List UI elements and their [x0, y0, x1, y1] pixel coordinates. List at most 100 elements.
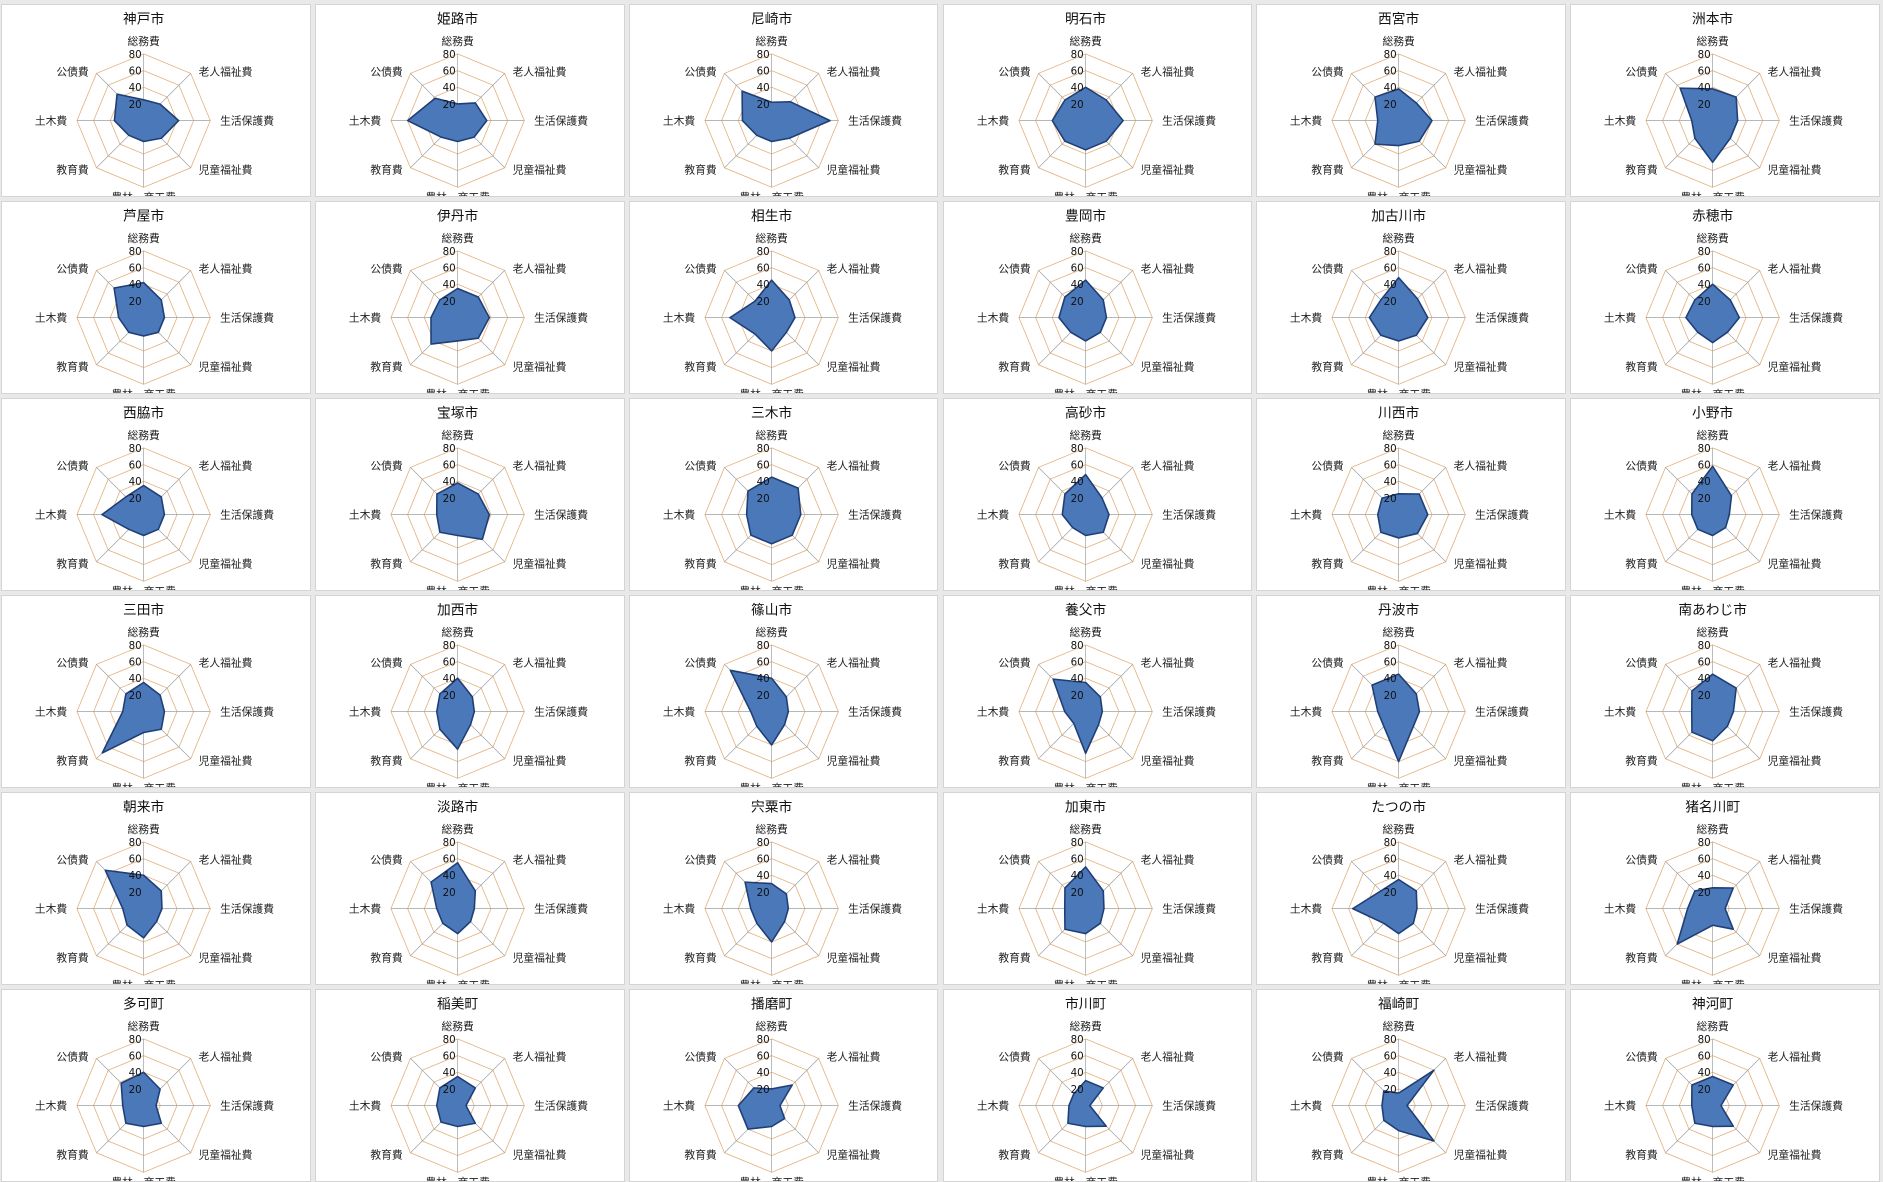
axis-label: 公債費 — [998, 65, 1031, 78]
axis-label: 総務費 — [755, 1020, 788, 1033]
radar-panel: 20 40 60 80総務費老人福祉費生活保護費児童福祉費農林・商工費 教育費 土木費 公債… — [1570, 398, 1880, 591]
axis-label: 土木費 — [1604, 1100, 1637, 1113]
tick-label: 80 — [756, 1034, 769, 1046]
radar-panel: 20 40 60 80総務費老人福祉費生活保護費児童福祉費農林・商工費 教育費 土木費 公債… — [1256, 4, 1567, 197]
axis-label: 児童福祉費 — [826, 755, 880, 768]
radar-svg: 20 40 60 80総務費老人福祉費生活保護費児童福祉費農林・商工費 教育費 土木費 公債… — [662, 997, 901, 1181]
tick-label: 80 — [756, 49, 769, 61]
chart-title: 川西市 — [1378, 405, 1419, 422]
axis-label: 老人福祉費 — [1454, 656, 1508, 669]
tick-label: 80 — [442, 837, 455, 849]
axis-label: 総務費 — [1069, 35, 1102, 48]
data-polygon — [1051, 86, 1124, 151]
axis-label: 教育費 — [1625, 952, 1658, 965]
tick-label: 80 — [1698, 837, 1711, 849]
axis-label: 教育費 — [1312, 952, 1345, 965]
axis-label: 生活保護費 — [1789, 1100, 1843, 1113]
axis-label: 農林・商工費 — [1367, 782, 1432, 787]
tick-label: 60 — [756, 460, 769, 472]
radar-panel: 20 40 60 80総務費老人福祉費生活保護費児童福祉費農林・商工費 教育費 土木費 公債… — [942, 989, 1253, 1182]
radar-svg: 20 40 60 80総務費老人福祉費生活保護費児童福祉費農林・商工費 教育費 土木費 公債… — [1290, 997, 1529, 1181]
axis-label: 総務費 — [441, 823, 474, 836]
axis-label: 農林・商工費 — [739, 979, 804, 984]
chart-title: 宝塚市 — [437, 405, 478, 422]
axis-label: 教育費 — [684, 558, 717, 571]
axis-label: 農林・商工費 — [1680, 979, 1745, 984]
axis-label: 児童福祉費 — [1454, 558, 1508, 571]
axis-label: 老人福祉費 — [1140, 853, 1194, 866]
axis-label: 公債費 — [370, 656, 403, 669]
tick-label: 80 — [1698, 1034, 1711, 1046]
axis-label: 生活保護費 — [534, 706, 588, 719]
axis-label: 児童福祉費 — [512, 952, 566, 965]
radar-svg: 20 40 60 80総務費老人福祉費生活保護費児童福祉費農林・商工費 教育費 土木費 公債… — [1290, 799, 1529, 984]
tick-label: 40 — [1070, 1067, 1083, 1079]
radar-svg: 20 40 60 80総務費老人福祉費生活保護費児童福祉費農林・商工費 教育費 土木費 公債… — [35, 208, 274, 393]
radar-svg: 20 40 60 80総務費老人福祉費生活保護費児童福祉費農林・商工費 教育費 土木費 公債… — [349, 799, 588, 984]
axis-label: 生活保護費 — [1789, 903, 1843, 916]
axis-label: 総務費 — [441, 626, 474, 639]
radar-panel: 20 40 60 80総務費老人福祉費生活保護費児童福祉費農林・商工費 教育費 土木費 公債… — [1, 4, 311, 197]
axis-label: 農林・商工費 — [739, 388, 804, 393]
axis-label: 公債費 — [1625, 656, 1658, 669]
axis-label: 農林・商工費 — [1053, 979, 1118, 984]
axis-label: 土木費 — [1290, 1100, 1323, 1113]
chart-title: 養父市 — [1065, 602, 1106, 619]
axis-label: 総務費 — [127, 626, 160, 639]
tick-label: 40 — [1698, 82, 1711, 94]
data-polygon — [435, 1075, 476, 1128]
data-polygon — [101, 484, 166, 537]
axis-label: 老人福祉費 — [512, 459, 566, 472]
axis-label: 生活保護費 — [220, 1100, 274, 1113]
axis-label: 総務費 — [127, 823, 160, 836]
tick-label: 20 — [129, 296, 142, 308]
radar-svg: 20 40 60 80総務費老人福祉費生活保護費児童福祉費農林・商工費 教育費 土木費 公債… — [1604, 405, 1843, 590]
axis-label: 土木費 — [1604, 509, 1637, 522]
axis-label: 公債費 — [684, 459, 717, 472]
axis-label: 公債費 — [370, 262, 403, 275]
axis-label: 土木費 — [35, 706, 68, 719]
axis-label: 老人福祉費 — [1140, 656, 1194, 669]
data-polygon — [1679, 87, 1739, 164]
axis-label: 教育費 — [1625, 558, 1658, 571]
tick-label: 60 — [1384, 263, 1397, 275]
tick-label: 20 — [442, 493, 455, 505]
axis-label: 公債費 — [684, 1050, 717, 1063]
radar-svg: 20 40 60 80総務費老人福祉費生活保護費児童福祉費農林・商工費 教育費 土木費 公債… — [976, 602, 1215, 787]
axis-label: 児童福祉費 — [1768, 1149, 1822, 1162]
axis-label: 農林・商工費 — [425, 585, 490, 590]
tick-label: 60 — [756, 657, 769, 669]
tick-label: 60 — [442, 460, 455, 472]
tick-label: 40 — [129, 673, 142, 685]
axis-label: 総務費 — [127, 232, 160, 245]
axis-label: 児童福祉費 — [826, 361, 880, 374]
tick-label: 40 — [1070, 279, 1083, 291]
tick-label: 60 — [756, 263, 769, 275]
axis-label: 土木費 — [662, 115, 695, 128]
tick-label: 60 — [129, 854, 142, 866]
axis-label: 生活保護費 — [534, 509, 588, 522]
tick-label: 80 — [1384, 246, 1397, 258]
tick-label: 20 — [1070, 690, 1083, 702]
axis-label: 生活保護費 — [1475, 903, 1529, 916]
axis-label: 土木費 — [1604, 706, 1637, 719]
tick-label: 80 — [442, 640, 455, 652]
axis-label: 総務費 — [1383, 1020, 1416, 1033]
radar-svg: 20 40 60 80総務費老人福祉費生活保護費児童福祉費農林・商工費 教育費 土木費 公債… — [35, 11, 274, 196]
tick-label: 40 — [756, 279, 769, 291]
tick-label: 40 — [1384, 673, 1397, 685]
radar-svg: 20 40 60 80総務費老人福祉費生活保護費児童福祉費農林・商工費 教育費 土木費 公債… — [1604, 11, 1843, 196]
radar-panel: 20 40 60 80総務費老人福祉費生活保護費児童福祉費農林・商工費 教育費 土木費 公債… — [1256, 989, 1567, 1182]
axis-label: 総務費 — [1069, 823, 1102, 836]
axis-label: 児童福祉費 — [1454, 1149, 1508, 1162]
radar-panel: 20 40 60 80総務費老人福祉費生活保護費児童福祉費農林・商工費 教育費 土木費 公債… — [942, 4, 1253, 197]
chart-title: たつの市 — [1372, 799, 1427, 816]
axis-label: 生活保護費 — [848, 903, 902, 916]
tick-label: 20 — [756, 1084, 769, 1096]
data-polygon — [113, 93, 180, 143]
tick-label: 80 — [756, 837, 769, 849]
radar-panel: 20 40 60 80総務費老人福祉費生活保護費児童福祉費農林・商工費 教育費 土木費 公債… — [628, 201, 939, 394]
axis-label: 児童福祉費 — [199, 164, 253, 177]
axis-label: 教育費 — [370, 361, 403, 374]
axis-label: 生活保護費 — [1475, 509, 1529, 522]
